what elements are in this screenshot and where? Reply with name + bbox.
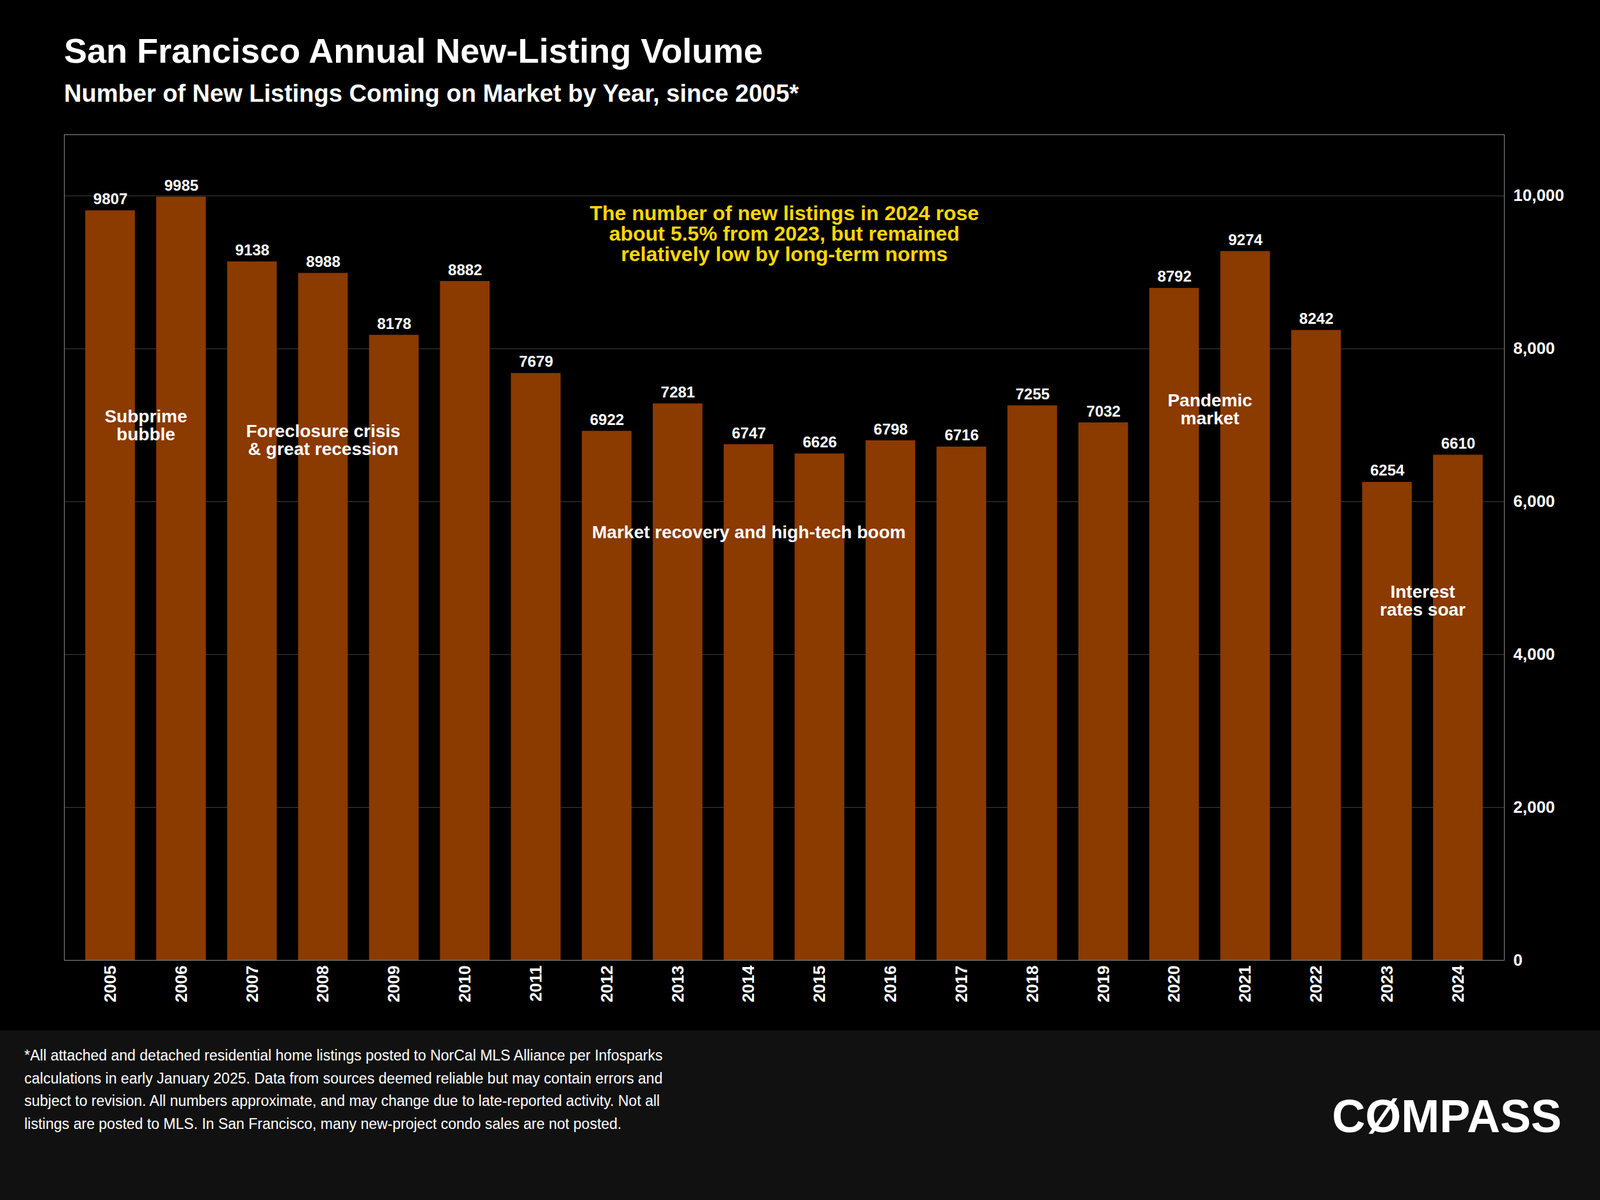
html-text:Number of New Listings Coming: Number of New Listings Coming on Market …: [64, 80, 799, 107]
svg-text:6798: 6798: [873, 420, 908, 438]
svg-text:7032: 7032: [1086, 402, 1121, 420]
html-text:San Francisco Annual New-Listi: San Francisco Annual New-Listing Volume: [64, 31, 764, 70]
svg-text:2021: 2021: [1235, 965, 1255, 1003]
svg-text:2005: 2005: [100, 965, 120, 1003]
svg-text:2019: 2019: [1093, 965, 1113, 1003]
svg-text:2008: 2008: [312, 965, 333, 1003]
svg-text:0: 0: [1513, 950, 1523, 970]
svg-text:6254: 6254: [1370, 461, 1405, 479]
svg-text:2010: 2010: [455, 965, 475, 1003]
svg-text:Market recovery and high-tech: Market recovery and high-tech boom: [592, 522, 906, 543]
svg-text:6,000: 6,000: [1513, 491, 1556, 511]
svg-text:2011: 2011: [526, 965, 546, 1002]
svg-text:8242: 8242: [1299, 309, 1334, 328]
svg-text:4,000: 4,000: [1513, 644, 1556, 664]
svg-text:6610: 6610: [1441, 434, 1476, 452]
svg-text:8792: 8792: [1157, 267, 1192, 285]
svg-text:2009: 2009: [384, 965, 404, 1003]
svg-text:2017: 2017: [951, 965, 971, 1003]
svg-text:Subprimebubble: Subprimebubble: [104, 406, 187, 445]
svg-text:2007: 2007: [242, 965, 262, 1003]
svg-text:2018: 2018: [1022, 965, 1042, 1003]
svg-text:2020: 2020: [1164, 965, 1184, 1003]
svg-text:2022: 2022: [1306, 965, 1326, 1003]
svg-text:6747: 6747: [731, 424, 766, 442]
svg-text:8988: 8988: [305, 252, 340, 271]
svg-text:2024: 2024: [1448, 965, 1468, 1003]
svg-text:2014: 2014: [738, 965, 758, 1003]
svg-text:7281: 7281: [661, 383, 696, 401]
svg-text:6922: 6922: [590, 410, 624, 429]
svg-text:8882: 8882: [448, 261, 482, 279]
svg-text:7255: 7255: [1015, 385, 1050, 403]
svg-text:2,000: 2,000: [1513, 797, 1556, 817]
html-text:CØMPASS: CØMPASS: [1332, 1090, 1562, 1142]
svg-text:2016: 2016: [880, 965, 900, 1003]
svg-text:The number of new listings in: The number of new listings in 2024 rosea…: [589, 201, 979, 266]
svg-text:9274: 9274: [1228, 231, 1263, 249]
svg-text:9807: 9807: [93, 190, 128, 208]
svg-text:2013: 2013: [668, 965, 688, 1003]
svg-text:Pandemicmarket: Pandemicmarket: [1167, 390, 1252, 429]
svg-text:9138: 9138: [235, 241, 270, 259]
html-text:*All attached and detached res: *All attached and detached residential h…: [24, 1047, 663, 1133]
svg-text:Interestrates soar: Interestrates soar: [1379, 581, 1466, 620]
svg-text:9985: 9985: [164, 176, 199, 194]
svg-text:10,000: 10,000: [1513, 185, 1565, 205]
svg-text:6626: 6626: [802, 433, 837, 451]
svg-text:8,000: 8,000: [1513, 338, 1556, 358]
svg-text:Foreclosure crisis& great rece: Foreclosure crisis& great recession: [245, 421, 400, 459]
svg-text:2012: 2012: [597, 965, 617, 1003]
svg-text:6716: 6716: [944, 426, 979, 444]
svg-text:7679: 7679: [519, 352, 553, 370]
svg-text:2015: 2015: [809, 965, 829, 1003]
svg-text:8178: 8178: [376, 314, 411, 333]
svg-text:2023: 2023: [1377, 965, 1397, 1003]
svg-text:2006: 2006: [171, 965, 191, 1003]
